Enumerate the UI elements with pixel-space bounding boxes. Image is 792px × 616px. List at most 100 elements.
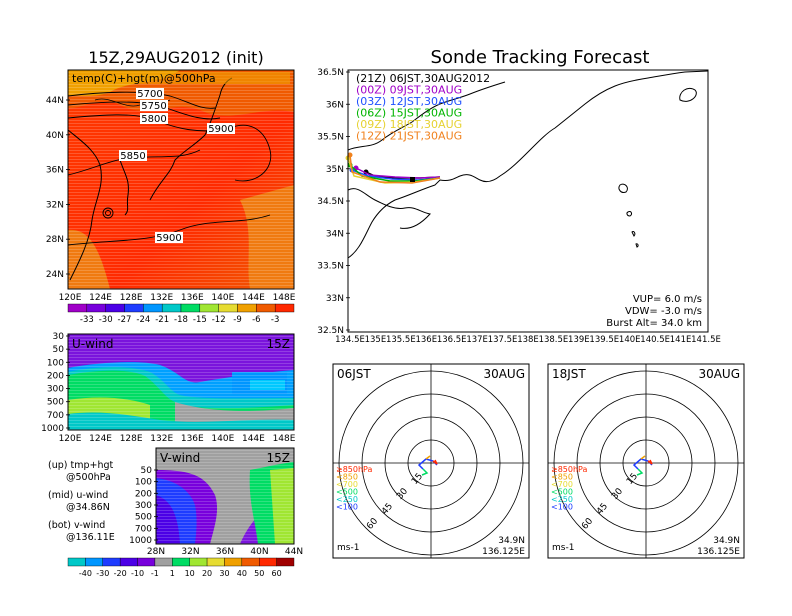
vwind-xtick: 36N	[216, 547, 234, 557]
temp-colorbar-label: -9	[233, 315, 241, 325]
hodograph-trace	[647, 459, 653, 465]
trajectory-line	[349, 154, 441, 184]
hodograph-legend-item: <100	[551, 503, 573, 512]
hodograph-ring	[338, 370, 524, 556]
honshu-coast	[347, 70, 709, 259]
uwind-ytick: 100	[47, 358, 64, 368]
uwind-ytick: 1000	[41, 424, 64, 434]
shikoku-coast	[347, 188, 431, 229]
track-ytick: 36N	[326, 100, 344, 110]
hodograph-ring	[407, 439, 455, 487]
temp-colorbar-label: -24	[136, 315, 150, 325]
vwind-colorbar-label: -40	[79, 569, 92, 578]
hodograph-trace	[640, 455, 646, 460]
track-xtick: 135E	[365, 335, 387, 345]
temp-xtick: 136E	[181, 293, 204, 303]
contour-label: 5750	[141, 101, 166, 112]
temp-xtick: 144E	[242, 293, 265, 303]
hodograph-lat: 34.9N	[713, 536, 740, 546]
temp-colorbar-swatch	[180, 303, 201, 313]
contour-label: 5850	[120, 151, 145, 162]
vwind-xtick: 44N	[285, 547, 303, 557]
vwind-ytick: 100	[135, 478, 152, 488]
temp-colorbar-label: -21	[155, 315, 169, 325]
track-xtick: 138.5E	[539, 335, 569, 345]
uwind-panel: U-wind 15Z 30 50 100 200 300 500 700 1000 120E 1…	[41, 332, 296, 444]
vwind-colorbar-swatch	[172, 557, 190, 567]
uwind-xtick: 124E	[89, 434, 112, 444]
vwind-colorbar-swatch	[102, 557, 121, 567]
vwind-time: 15Z	[267, 451, 291, 465]
vup-text: VUP= 6.0 m/s	[633, 294, 702, 305]
vwind-colorbar-label: 60	[272, 569, 282, 578]
hodograph-time: 06JST	[337, 367, 371, 381]
temp-colorbar-swatch	[67, 303, 88, 313]
china-coast	[67, 129, 102, 281]
vwind-colorbar-swatch	[119, 557, 138, 567]
vwind-colorbar-label: 50	[254, 569, 264, 578]
burst-text: Burst Alt= 34.0 km	[606, 318, 702, 329]
temp-xtick: 140E	[211, 293, 234, 303]
contour-label: 5900	[208, 124, 233, 135]
temp-ytick: 32N	[46, 200, 64, 210]
hodograph-legend-item: <700	[336, 480, 358, 489]
vwind-xtick: 40N	[250, 547, 268, 557]
temp-colorbar-label: -6	[252, 315, 260, 325]
track-xtick: 140E	[619, 335, 641, 345]
track-xtick: 139.5E	[589, 335, 619, 345]
vwind-colorbar-swatch	[241, 557, 260, 567]
trajectory-line	[355, 167, 441, 179]
track-legend-item: (03Z) 12JST,30AUG	[356, 95, 462, 108]
contour-line	[67, 91, 216, 109]
vdw-text: VDW= -3.0 m/s	[625, 306, 702, 317]
note-line2: @34.86N	[66, 502, 110, 513]
vwind-colorbar-swatch	[154, 557, 173, 567]
vwind-label: V-wind	[160, 451, 200, 465]
vwind-colorbar-swatch	[206, 557, 225, 567]
track-map: (21Z) 06JST,30AUG2012(00Z) 09JST,30AUG(0…	[317, 68, 721, 345]
hodograph-date: 30AUG	[698, 367, 740, 381]
uwind-xtick: 132E	[150, 434, 173, 444]
hodograph-ring	[622, 439, 670, 487]
left-title: 15Z,29AUG2012 (init)	[88, 48, 263, 67]
vwind-colorbar-label: 20	[202, 569, 212, 578]
vwind-colorbar-label: -1	[151, 569, 159, 578]
uwind-ytick: 200	[47, 371, 64, 381]
temp-map-label: temp(C)+hgt(m)@500hPa	[72, 72, 216, 85]
note-line1: (up) tmp+hgt	[48, 460, 114, 471]
temp-colorbar-swatch	[256, 303, 276, 313]
hodograph-legend-item: <250	[551, 495, 573, 504]
track-ytick: 34.5N	[317, 197, 344, 207]
hodograph-ring	[553, 370, 739, 556]
track-xtick: 139E	[568, 335, 590, 345]
temp-ytick: 24N	[46, 270, 64, 280]
track-ytick: 35N	[326, 165, 344, 175]
japan-coast	[149, 77, 233, 201]
vwind-colorbar-swatch	[137, 557, 156, 567]
contour-label: 5700	[137, 89, 162, 100]
track-xtick: 141E	[670, 335, 692, 345]
hodograph-legend-item: <850	[336, 473, 358, 482]
track-ytick: 32.5N	[317, 326, 344, 336]
hodograph-trace	[432, 459, 438, 465]
vwind-colorbar: -40 -30 -20 -10 -1 1 10 20 30 40 50 60	[67, 557, 295, 578]
track-xtick: 137E	[466, 335, 488, 345]
track-legend-item: (12Z) 21JST,30AUG	[356, 130, 462, 143]
vwind-colorbar-label: 40	[237, 569, 247, 578]
vwind-ytick: 50	[141, 466, 153, 476]
contour-label: 5800	[141, 114, 166, 125]
vwind-colorbar-swatch	[259, 557, 277, 567]
note-line2: @136.11E	[66, 532, 115, 543]
hodograph-trace	[425, 455, 431, 460]
vwind-xtick: 32N	[181, 547, 199, 557]
vwind-colorbar-swatch	[85, 557, 103, 567]
track-ytick: 36.5N	[317, 68, 344, 78]
uwind-xtick: 140E	[211, 434, 234, 444]
temp-ytick: 40N	[46, 131, 64, 141]
track-xtick: 134.5E	[335, 335, 365, 345]
temp-colorbar-swatch	[124, 303, 144, 313]
temp-colorbar-swatch	[237, 303, 257, 313]
